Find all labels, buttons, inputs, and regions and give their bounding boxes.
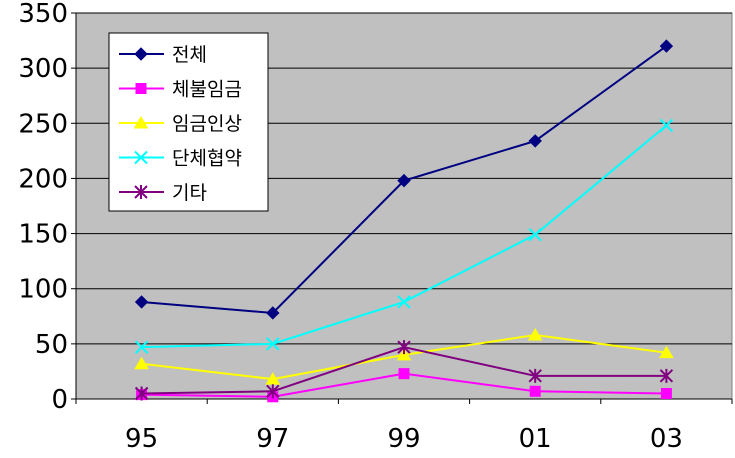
series-group: [134, 39, 674, 403]
y-tick-label: 300: [18, 54, 68, 84]
series-triangle: [134, 328, 674, 385]
data-point: [529, 385, 541, 397]
data-point: [660, 387, 672, 399]
legend-label: 전체: [172, 44, 207, 66]
data-point: [134, 150, 148, 165]
data-point: [528, 368, 542, 383]
x-axis-ticks: 95 97 99 01 03: [125, 424, 683, 454]
y-tick-label: 50: [35, 330, 68, 360]
legend-label: 체불임금: [172, 79, 242, 101]
data-point: [527, 328, 543, 341]
data-point: [265, 372, 281, 385]
data-point: [396, 347, 412, 361]
y-tick-label: 0: [51, 385, 68, 415]
legend-item: 임금인상: [119, 113, 242, 135]
series-diamond: [134, 39, 674, 320]
data-point: [133, 116, 149, 129]
legend-item: 전체: [119, 44, 207, 66]
legend-label: 임금인상: [172, 113, 242, 135]
y-axis-ticks: 0 50 100 150 200 250 300 350: [18, 0, 68, 415]
data-point: [659, 39, 674, 53]
data-point: [135, 83, 147, 94]
axes: [71, 12, 733, 404]
data-point: [528, 134, 542, 148]
data-point: [134, 340, 149, 354]
data-point: [397, 295, 411, 309]
data-point: [266, 337, 280, 351]
data-point: [659, 118, 674, 133]
data-point: [266, 384, 280, 399]
y-tick-label: 250: [18, 109, 68, 139]
y-tick-label: 200: [18, 164, 68, 194]
x-tick-label: 03: [650, 424, 683, 454]
x-tick-label: 97: [256, 424, 289, 454]
data-point: [397, 340, 411, 355]
series-x: [134, 118, 674, 354]
x-tick-label: 01: [519, 424, 552, 454]
data-point: [659, 368, 674, 383]
data-point: [134, 386, 149, 401]
data-point: [134, 47, 148, 61]
data-point: [528, 227, 542, 242]
legend-item: 단체협약: [119, 148, 242, 170]
legend-label: 기타: [172, 182, 207, 204]
data-point: [398, 368, 410, 380]
legend-item: 체불임금: [119, 79, 242, 101]
x-tick-label: 99: [387, 424, 420, 454]
data-point: [134, 185, 148, 199]
y-tick-label: 350: [18, 0, 68, 29]
y-tick-label: 150: [18, 220, 68, 250]
y-tick-label: 100: [18, 275, 68, 305]
data-point: [134, 356, 149, 370]
legend-label: 단체협약: [172, 148, 242, 170]
data-point: [134, 295, 149, 309]
data-point: [397, 173, 411, 188]
legend-item: 기타: [119, 182, 207, 204]
series-star: [134, 340, 674, 401]
data-point: [266, 306, 280, 320]
x-tick-label: 95: [125, 424, 158, 454]
data-point: [659, 345, 674, 359]
